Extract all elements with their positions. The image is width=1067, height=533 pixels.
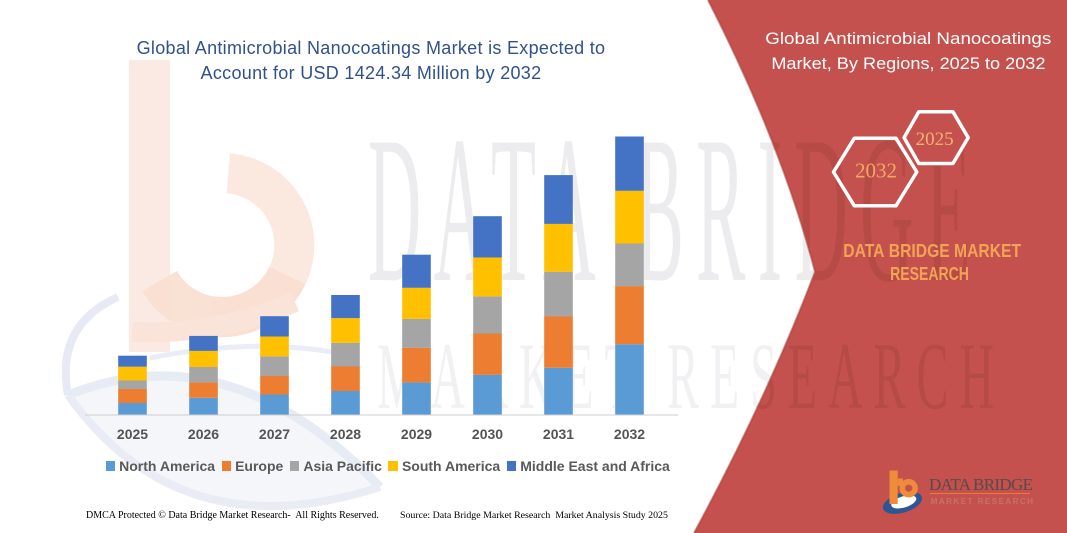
svg-text:2025: 2025 <box>916 129 954 150</box>
svg-text:2032: 2032 <box>855 159 897 183</box>
